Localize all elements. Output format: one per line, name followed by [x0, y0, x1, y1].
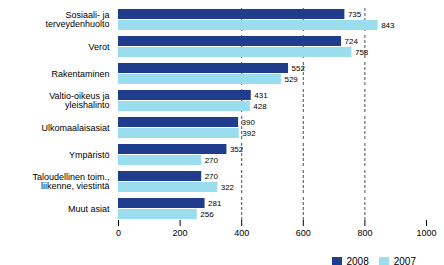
svg-text:0: 0 [116, 228, 121, 238]
svg-text:552: 552 [292, 64, 306, 73]
svg-text:Valtio-oikeus jayleishalinto: Valtio-oikeus jayleishalinto [49, 91, 109, 110]
svg-text:392: 392 [242, 129, 256, 138]
svg-text:270: 270 [205, 156, 219, 165]
svg-text:431: 431 [254, 91, 268, 100]
svg-text:724: 724 [344, 37, 358, 46]
svg-text:735: 735 [348, 10, 362, 19]
svg-text:270: 270 [205, 172, 219, 181]
svg-text:390: 390 [242, 118, 256, 127]
svg-text:600: 600 [296, 228, 311, 238]
svg-text:758: 758 [355, 48, 369, 57]
svg-text:Muut asiat: Muut asiat [68, 204, 110, 214]
svg-text:843: 843 [381, 21, 395, 30]
svg-text:200: 200 [173, 228, 188, 238]
svg-text:1000: 1000 [416, 228, 436, 238]
svg-text:322: 322 [221, 183, 235, 192]
svg-text:Ulkomaalaisasiat: Ulkomaalaisasiat [41, 123, 110, 133]
svg-text:800: 800 [357, 228, 372, 238]
svg-text:281: 281 [208, 199, 222, 208]
svg-text:400: 400 [234, 228, 249, 238]
svg-text:Ympäristö: Ympäristö [69, 150, 110, 160]
svg-text:Taloudellinen toim.,liikenne,: Taloudellinen toim.,liikenne, viestintä [32, 172, 109, 191]
svg-text:256: 256 [200, 210, 214, 219]
svg-text:Verot: Verot [88, 42, 110, 52]
svg-text:428: 428 [253, 102, 267, 111]
svg-text:Sosiaali- jaterveydenhuolto: Sosiaali- jaterveydenhuolto [45, 10, 109, 29]
svg-text:Rakentaminen: Rakentaminen [51, 69, 109, 79]
svg-text:529: 529 [284, 75, 298, 84]
svg-text:352: 352 [230, 145, 244, 154]
